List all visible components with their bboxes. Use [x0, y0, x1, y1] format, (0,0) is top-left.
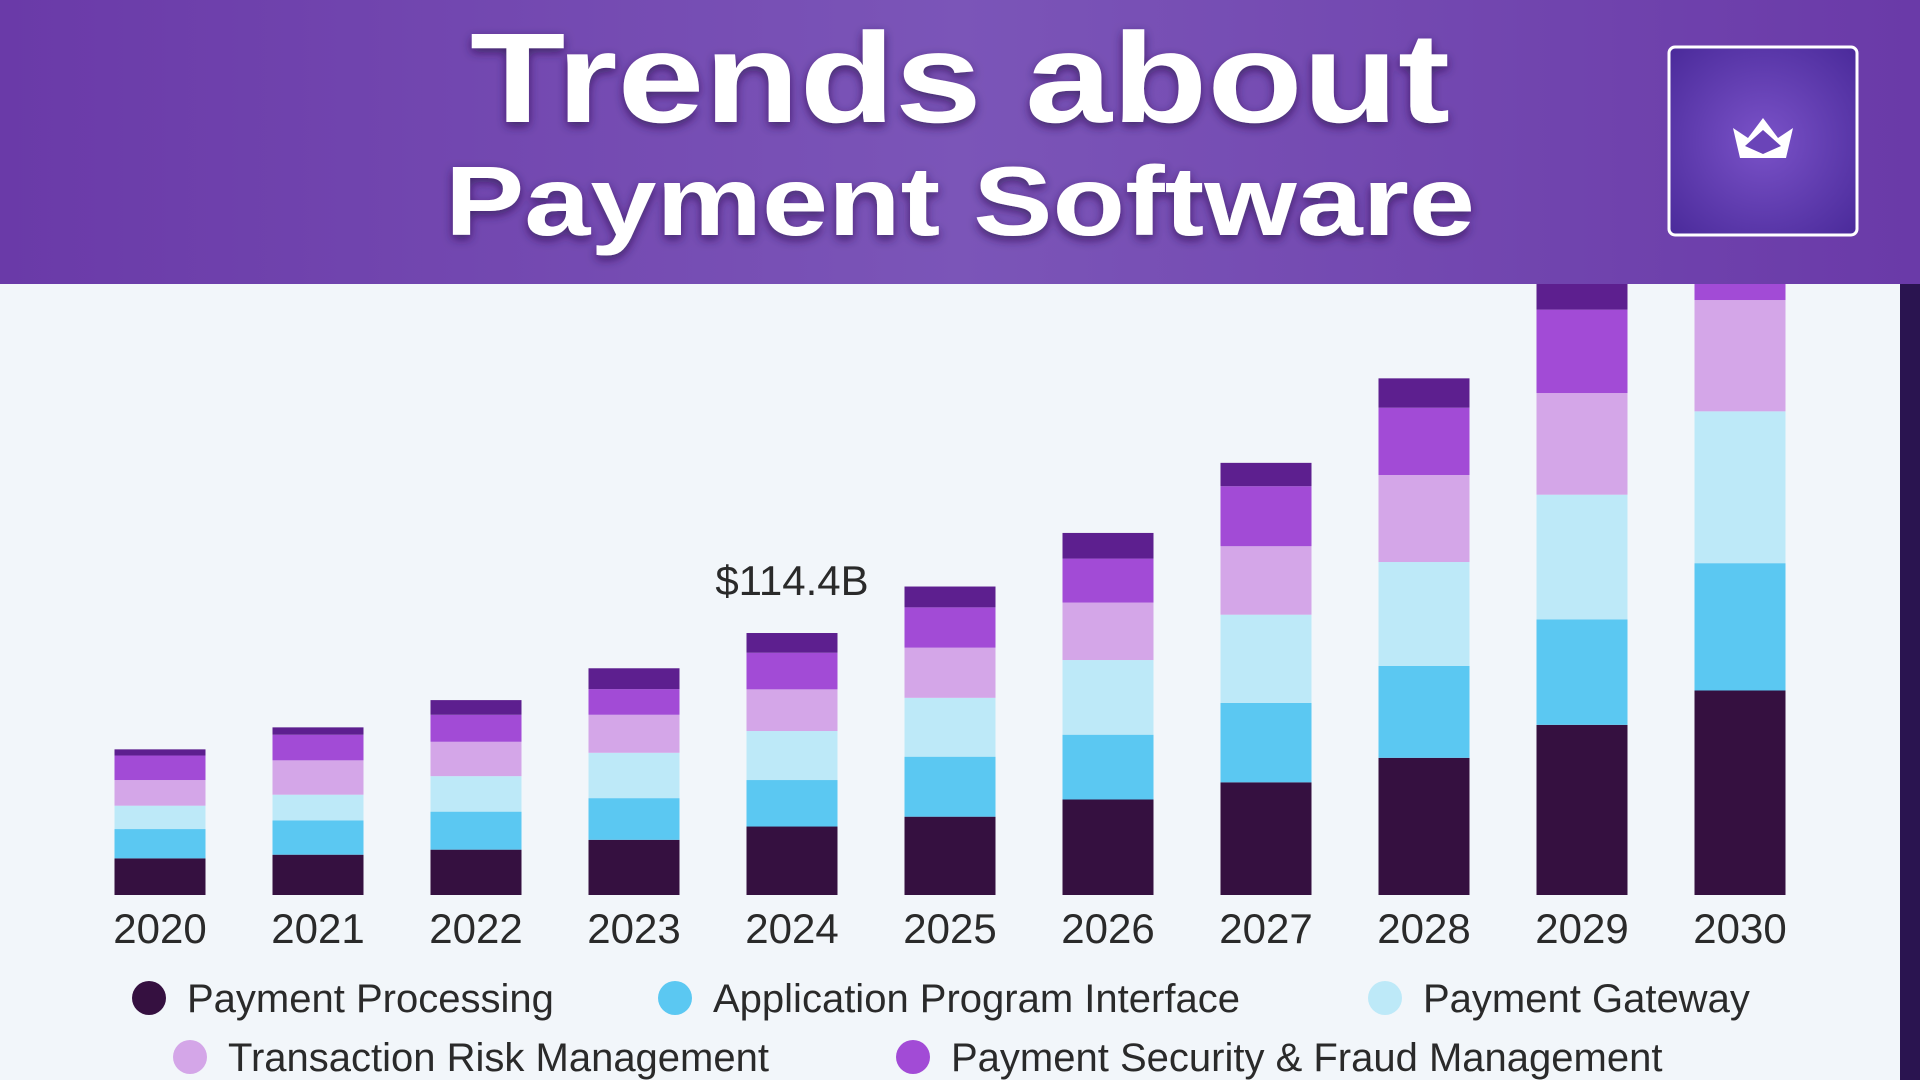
bar-segment — [272, 734, 364, 761]
bar-segment — [430, 811, 522, 850]
bar-segment — [588, 798, 680, 840]
bar-segment — [588, 668, 680, 690]
bar-segment — [1220, 702, 1312, 783]
bar-segment — [746, 633, 838, 653]
bar-segment — [1536, 619, 1628, 725]
bar-segment — [1062, 660, 1154, 735]
bar-segment — [114, 749, 206, 756]
legend-label: Payment Processing — [187, 977, 554, 1021]
legend-swatch — [132, 981, 166, 1015]
bar-segment — [114, 755, 206, 781]
bar-segment — [430, 849, 522, 895]
bar-segment — [588, 714, 680, 753]
bar-segment — [1062, 602, 1154, 661]
bar-segment — [1378, 407, 1470, 475]
bar-segment — [272, 760, 364, 795]
legend-swatch — [896, 1040, 930, 1074]
bar-segment — [1536, 494, 1628, 620]
x-tick-label: 2023 — [587, 905, 680, 952]
bar-segment — [114, 858, 206, 895]
logo — [1667, 45, 1859, 237]
bar-segment — [272, 820, 364, 855]
x-tick-label: 2030 — [1693, 905, 1786, 952]
x-tick-label: 2020 — [113, 905, 206, 952]
bar-segment — [904, 756, 996, 817]
x-tick-label: 2026 — [1061, 905, 1154, 952]
bar-segment — [1220, 546, 1312, 615]
bar-segment — [430, 700, 522, 715]
bar-segment — [588, 689, 680, 715]
bar-segment — [272, 727, 364, 735]
bar-segment — [746, 780, 838, 827]
x-tick-label: 2021 — [271, 905, 364, 952]
bar-segment — [1062, 532, 1154, 559]
bar-segment — [1220, 614, 1312, 703]
bar-segment — [430, 714, 522, 742]
bar-segment — [746, 826, 838, 895]
bar-segment — [1220, 782, 1312, 895]
legend-label: Payment Gateway — [1423, 977, 1750, 1021]
bar-segment — [1062, 734, 1154, 800]
bar-segment — [1378, 378, 1470, 408]
bar-segment — [1694, 300, 1786, 412]
legend-swatch — [1368, 981, 1402, 1015]
bar-segment — [114, 780, 206, 806]
bar-segment — [1694, 563, 1786, 691]
x-tick-label: 2025 — [903, 905, 996, 952]
bar-segment — [272, 854, 364, 895]
x-tick-label: 2024 — [745, 905, 838, 952]
title-line-2: Payment Software — [445, 146, 1475, 256]
legend-label: Payment Security & Fraud Management — [951, 1036, 1662, 1080]
x-tick-label: 2022 — [429, 905, 522, 952]
bar-segment — [1536, 309, 1628, 394]
bar-segment — [1536, 724, 1628, 895]
banner: Trends about Payment Software — [0, 0, 1920, 284]
bar-segment — [904, 816, 996, 895]
bar-segment — [904, 607, 996, 648]
bar-segment — [1062, 799, 1154, 895]
bar-segment — [114, 805, 206, 830]
bar-segment — [1378, 562, 1470, 666]
bar-segment — [904, 697, 996, 757]
x-tick-label: 2027 — [1219, 905, 1312, 952]
bar-segment — [1378, 757, 1470, 895]
title-line-1: Trends about — [470, 7, 1450, 150]
bar-segment — [904, 647, 996, 698]
bar-segment — [746, 731, 838, 781]
legend-label: Transaction Risk Management — [228, 1036, 769, 1080]
total-label: $114.4B — [715, 557, 868, 604]
bar-segment — [1220, 486, 1312, 547]
bar-segment — [114, 829, 206, 859]
bar-segment — [1378, 665, 1470, 758]
bar-segment — [904, 586, 996, 608]
bar-segment — [1536, 278, 1628, 310]
bar-segment — [272, 794, 364, 821]
bar-segment — [746, 689, 838, 732]
bar-segment — [588, 839, 680, 895]
bar-segment — [1694, 411, 1786, 564]
bar-segment — [746, 652, 838, 690]
banner-background — [0, 0, 1920, 284]
bar-segment — [1378, 474, 1470, 563]
bar-segment — [588, 752, 680, 799]
bar-segment — [1694, 690, 1786, 895]
bar-segment — [430, 741, 522, 777]
bar-segment — [1062, 558, 1154, 603]
bar-segment — [1536, 393, 1628, 495]
legend-label: Application Program Interface — [713, 977, 1240, 1021]
x-tick-label: 2028 — [1377, 905, 1470, 952]
bar-segment — [430, 776, 522, 812]
legend-swatch — [173, 1040, 207, 1074]
x-tick-label: 2029 — [1535, 905, 1628, 952]
bar-segment — [1220, 462, 1312, 487]
crown-detail — [1745, 130, 1781, 154]
chart: 2020 2021 2022 2023 2024 2025 2026 2027 2028 2029… — [113, 173, 1787, 1080]
right-edge — [1900, 284, 1920, 1080]
legend-swatch — [658, 981, 692, 1015]
